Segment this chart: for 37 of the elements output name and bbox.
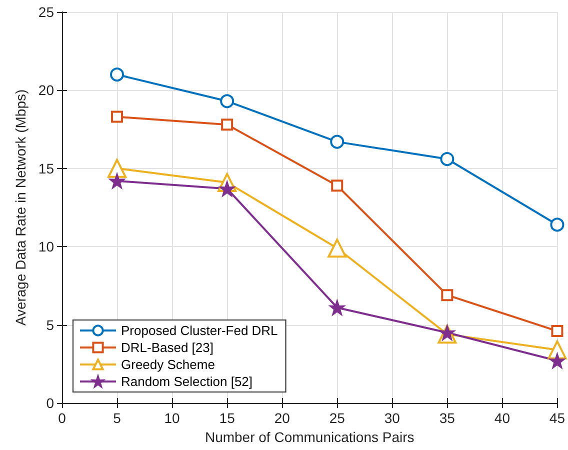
x-tick-label: 10 [164,410,180,426]
legend-label: Random Selection [52] [121,374,253,389]
point [330,134,344,149]
x-tick-label: 30 [384,410,400,426]
x-tick-label: 25 [329,410,346,426]
point [110,68,124,82]
point [331,180,344,192]
y-axis-title: Average Data Rate in Network (Mbps) [12,89,29,326]
legend-label: Greedy Scheme [121,357,215,372]
x-tick-label: 0 [58,410,66,426]
y-tick-label: 20 [38,82,54,98]
x-axis-title: Number of Communications Pairs [204,428,414,445]
x-tick-label: 45 [549,410,566,426]
point [550,218,564,232]
x-tick-label: 35 [439,410,456,426]
y-tick-label: 10 [38,238,54,255]
point [441,289,454,302]
x-tick-label: 20 [274,410,290,426]
legend-label: DRL-Based [23] [121,340,214,355]
point [549,352,566,369]
y-tick-label: 25 [38,4,54,20]
x-tick-label: 15 [219,410,236,426]
point [220,94,234,108]
point [551,325,564,338]
x-tick-label: 5 [113,410,122,426]
x-tick-label: 40 [494,410,510,426]
legend-label: Proposed Cluster-Fed DRL [121,323,278,338]
point [108,158,127,178]
y-tick-label: 0 [46,395,54,411]
point [109,172,126,189]
point [329,300,346,316]
y-tick-label: 15 [38,160,54,176]
y-tick-label: 5 [46,316,54,333]
point [440,152,454,166]
point [111,110,124,123]
point [221,118,234,131]
point [328,238,347,258]
